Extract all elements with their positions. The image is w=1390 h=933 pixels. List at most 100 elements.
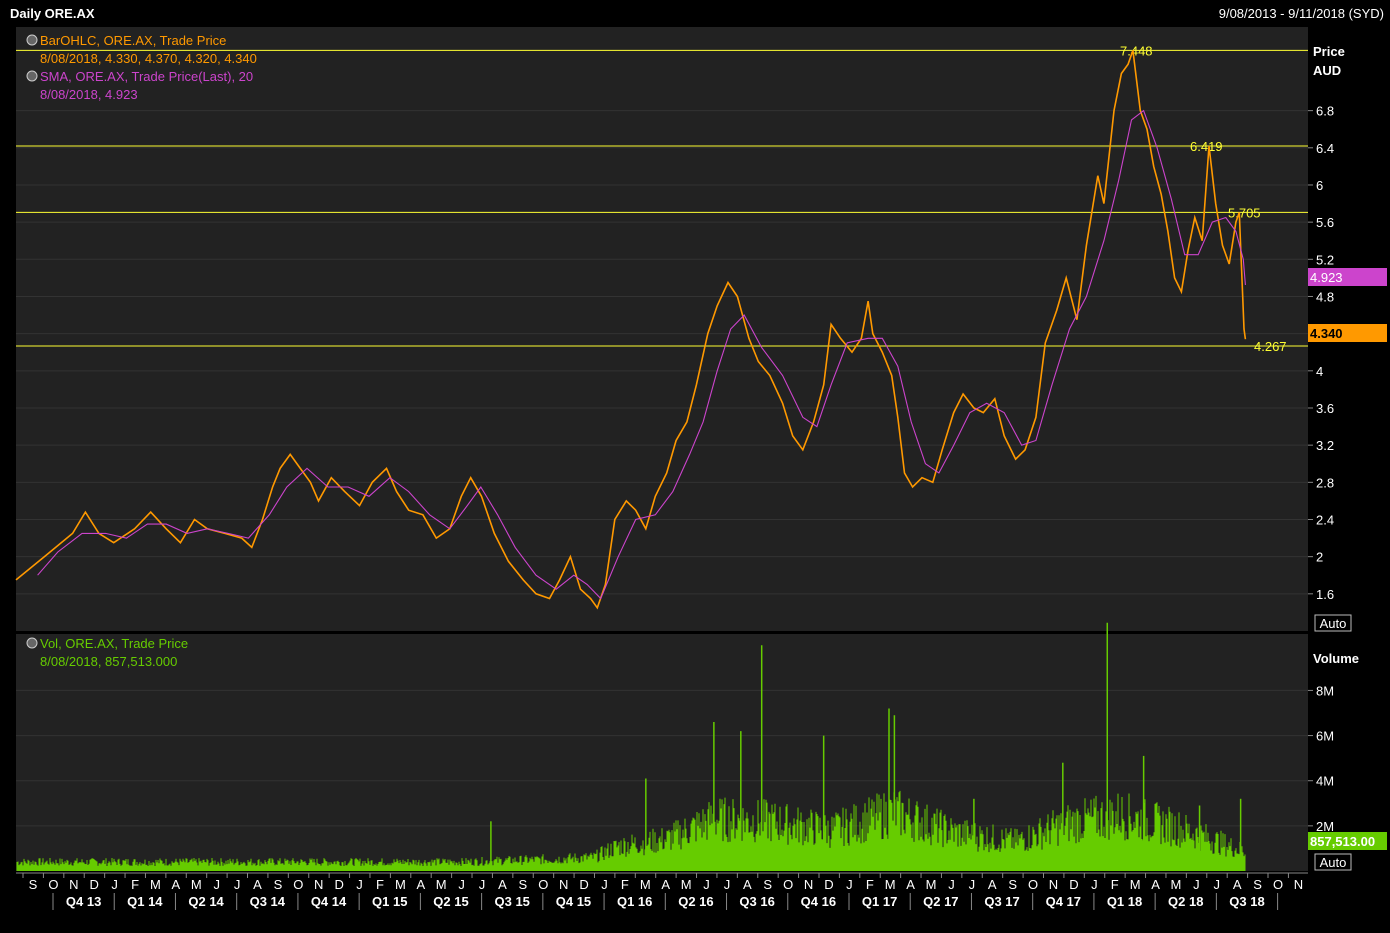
- volume-tick-label: 2M: [1316, 819, 1334, 834]
- month-label: A: [661, 877, 670, 892]
- price-tick-label: 4.8: [1316, 289, 1334, 304]
- month-label: A: [906, 877, 915, 892]
- month-label: S: [274, 877, 283, 892]
- month-label: A: [743, 877, 752, 892]
- quarter-label: Q4 15: [556, 894, 591, 909]
- month-label: M: [150, 877, 161, 892]
- legend-volume-value: 8/08/2018, 857,513.000: [40, 654, 177, 669]
- sma-line: [37, 109, 1246, 600]
- month-label: F: [131, 877, 139, 892]
- volume-auto-button[interactable]: [1314, 853, 1352, 871]
- sma-value-tag-text: 4.923: [1310, 270, 1343, 285]
- month-label: J: [458, 877, 465, 892]
- month-label: M: [926, 877, 937, 892]
- quarter-label: Q4 16: [801, 894, 836, 909]
- quarter-label: Q3 16: [739, 894, 774, 909]
- month-label: J: [703, 877, 710, 892]
- month-label: M: [436, 877, 447, 892]
- quarter-label: Q3 14: [250, 894, 286, 909]
- month-label: J: [1091, 877, 1098, 892]
- last-price-tag: [1308, 324, 1387, 342]
- horizontal-line-label: 6.419: [1190, 139, 1223, 154]
- price-auto-button[interactable]: [1314, 614, 1352, 632]
- month-label: A: [498, 877, 507, 892]
- month-label: J: [213, 877, 220, 892]
- month-label: N: [559, 877, 568, 892]
- price-tick-label: 3.6: [1316, 401, 1334, 416]
- price-tick-label: 1.6: [1316, 587, 1334, 602]
- price-tick-label: 2.8: [1316, 475, 1334, 490]
- price-plot-area[interactable]: [16, 27, 1308, 631]
- quarter-label: Q1 14: [127, 894, 163, 909]
- month-label: S: [519, 877, 528, 892]
- price-tick-label: 6.4: [1316, 141, 1334, 156]
- month-label: N: [1294, 877, 1303, 892]
- month-label: S: [763, 877, 772, 892]
- price-tick-label: 3.2: [1316, 438, 1334, 453]
- month-label: M: [640, 877, 651, 892]
- horizontal-line-label: 4.267: [1254, 339, 1287, 354]
- month-label: J: [601, 877, 608, 892]
- series-dot-icon[interactable]: [26, 70, 38, 82]
- month-label: N: [69, 877, 78, 892]
- quarter-label: Q3 18: [1229, 894, 1264, 909]
- month-label: J: [479, 877, 486, 892]
- month-label: D: [1069, 877, 1078, 892]
- quarter-label: Q1 18: [1107, 894, 1142, 909]
- month-label: F: [1111, 877, 1119, 892]
- volume-tick-label: 6M: [1316, 729, 1334, 744]
- price-tick-label: 6: [1316, 178, 1323, 193]
- month-label: A: [1233, 877, 1242, 892]
- price-gridlines: [16, 110, 1308, 595]
- price-line: [15, 50, 1247, 610]
- date-range: 9/08/2013 - 9/11/2018 (SYD): [1219, 6, 1384, 21]
- horizontal-lines: 7.448 6.419 5.705 4.267: [16, 43, 1308, 354]
- month-label: J: [724, 877, 731, 892]
- month-label: O: [293, 877, 303, 892]
- month-label: N: [804, 877, 813, 892]
- month-label: N: [1049, 877, 1058, 892]
- price-axis-title: Price: [1313, 44, 1345, 59]
- volume-bars: [16, 622, 1246, 871]
- legend-sma-label: SMA, ORE.AX, Trade Price(Last), 20: [40, 69, 253, 84]
- price-tick-label: 5.2: [1316, 252, 1334, 267]
- sma-value-tag: [1308, 268, 1387, 286]
- month-label: J: [1193, 877, 1200, 892]
- month-label: O: [783, 877, 793, 892]
- month-label: M: [681, 877, 692, 892]
- quarter-label: Q1 17: [862, 894, 897, 909]
- price-auto-label: Auto: [1320, 616, 1347, 631]
- month-label: F: [866, 877, 874, 892]
- legend-ohlc-value: 8/08/2018, 4.330, 4.370, 4.320, 4.340: [40, 51, 257, 66]
- price-tick-label: 6.8: [1316, 104, 1334, 119]
- month-label: A: [1151, 877, 1160, 892]
- month-label: M: [1171, 877, 1182, 892]
- month-label: A: [988, 877, 997, 892]
- legend-volume-label: Vol, ORE.AX, Trade Price: [40, 636, 188, 651]
- price-tick-label: 5.6: [1316, 215, 1334, 230]
- month-label: J: [356, 877, 363, 892]
- month-label: J: [969, 877, 976, 892]
- last-volume-tag-text: 857,513.00: [1310, 834, 1375, 849]
- quarter-label: Q3 15: [495, 894, 530, 909]
- series-dot-icon[interactable]: [26, 637, 38, 649]
- month-label: O: [1028, 877, 1038, 892]
- quarter-label: Q3 17: [984, 894, 1019, 909]
- volume-axis-title: Volume: [1313, 651, 1359, 666]
- quarter-label: Q1 15: [372, 894, 407, 909]
- month-label: D: [579, 877, 588, 892]
- month-label: N: [314, 877, 323, 892]
- last-volume-tag: [1308, 832, 1387, 850]
- month-label: D: [824, 877, 833, 892]
- month-label: A: [416, 877, 425, 892]
- volume-tick-label: 4M: [1316, 774, 1334, 789]
- month-label: J: [948, 877, 955, 892]
- last-price-tag-text: 4.340: [1310, 326, 1343, 341]
- month-label: M: [885, 877, 896, 892]
- series-dot-icon[interactable]: [26, 34, 38, 46]
- month-label: F: [376, 877, 384, 892]
- price-series-group: [15, 50, 1247, 610]
- legend-sma-value: 8/08/2018, 4.923: [40, 87, 138, 102]
- month-label: A: [172, 877, 181, 892]
